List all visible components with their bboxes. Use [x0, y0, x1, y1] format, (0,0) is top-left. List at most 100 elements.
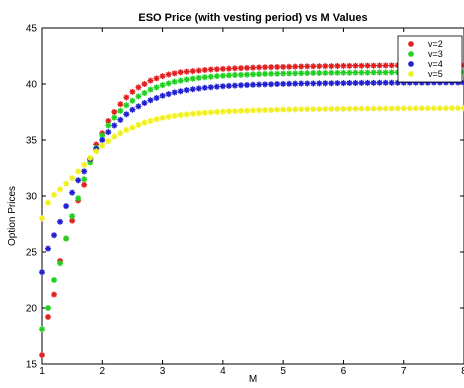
data-point [256, 71, 263, 78]
data-point [195, 85, 202, 92]
data-point [274, 106, 281, 113]
data-point [123, 126, 130, 133]
data-point [159, 82, 166, 89]
data-point [358, 105, 365, 112]
data-point [316, 63, 323, 70]
x-tick-label: 7 [401, 366, 407, 377]
data-point [153, 84, 160, 91]
data-point [183, 111, 190, 118]
data-point [400, 105, 407, 112]
data-point [310, 106, 317, 113]
data-point [436, 79, 443, 86]
data-point [346, 69, 353, 76]
data-point [430, 79, 437, 86]
data-point [189, 75, 196, 82]
data-point [99, 132, 106, 139]
x-axis-label: M [249, 374, 257, 383]
legend-marker [408, 61, 414, 67]
data-point [286, 70, 293, 77]
series-v-4 [39, 79, 464, 276]
data-point [334, 80, 341, 87]
data-point [268, 64, 275, 71]
data-point [237, 65, 244, 72]
data-point [250, 81, 256, 88]
data-point [213, 66, 220, 73]
data-point [51, 291, 58, 298]
data-point [250, 71, 256, 78]
data-point [292, 106, 299, 113]
legend-marker [408, 71, 414, 77]
data-point [418, 105, 425, 112]
data-point [51, 277, 58, 283]
data-point [424, 79, 431, 86]
data-point [213, 109, 220, 115]
data-point [237, 71, 244, 78]
data-point [298, 70, 305, 77]
data-point [346, 105, 353, 112]
data-point [304, 106, 311, 113]
data-point [376, 79, 383, 86]
data-point [153, 75, 160, 82]
data-point [147, 86, 154, 93]
data-point [213, 83, 220, 90]
data-point [442, 105, 449, 112]
data-point [340, 105, 347, 112]
y-tick-label: 20 [26, 304, 38, 315]
data-point [304, 63, 311, 70]
data-point [219, 83, 226, 90]
data-point [39, 326, 45, 333]
data-point [129, 106, 136, 113]
data-point [189, 86, 196, 93]
data-point [231, 82, 238, 89]
data-point [81, 181, 88, 188]
data-point [99, 137, 106, 143]
data-point [105, 138, 112, 145]
chart-title: ESO Price (with vesting period) vs M Val… [138, 12, 367, 24]
y-tick-label: 30 [26, 192, 38, 203]
data-point [123, 102, 130, 109]
data-point [262, 81, 269, 88]
data-point [147, 117, 154, 124]
data-point [340, 69, 347, 76]
legend-label: v=4 [428, 59, 443, 69]
data-point [370, 105, 377, 112]
data-point [243, 64, 250, 71]
data-point [316, 70, 323, 77]
data-point [183, 87, 190, 94]
data-point [111, 133, 118, 140]
data-point [286, 63, 293, 70]
data-point [298, 106, 305, 113]
data-point [117, 130, 124, 137]
data-point [322, 63, 329, 70]
data-point [153, 95, 160, 101]
data-point [87, 154, 94, 161]
y-tick-label: 25 [26, 248, 38, 259]
data-point [328, 69, 335, 76]
data-point [225, 65, 232, 72]
data-point [256, 81, 263, 88]
data-point [262, 107, 269, 114]
data-point [57, 260, 64, 267]
x-tick-label: 8 [461, 366, 464, 377]
data-point [165, 91, 172, 98]
data-point [243, 82, 250, 89]
data-point [219, 72, 226, 79]
data-point [418, 79, 425, 86]
legend-label: v=5 [428, 69, 443, 79]
x-tick-label: 1 [39, 366, 45, 377]
data-point [370, 69, 377, 76]
data-point [207, 84, 214, 91]
data-point [117, 116, 124, 123]
data-point [69, 217, 76, 224]
data-point [412, 79, 419, 86]
data-point [63, 203, 70, 210]
data-point [406, 105, 413, 112]
data-point [243, 107, 250, 114]
data-point [75, 177, 82, 184]
data-point [376, 69, 383, 76]
data-point [292, 63, 299, 70]
data-point [328, 105, 335, 112]
data-point [280, 80, 287, 87]
